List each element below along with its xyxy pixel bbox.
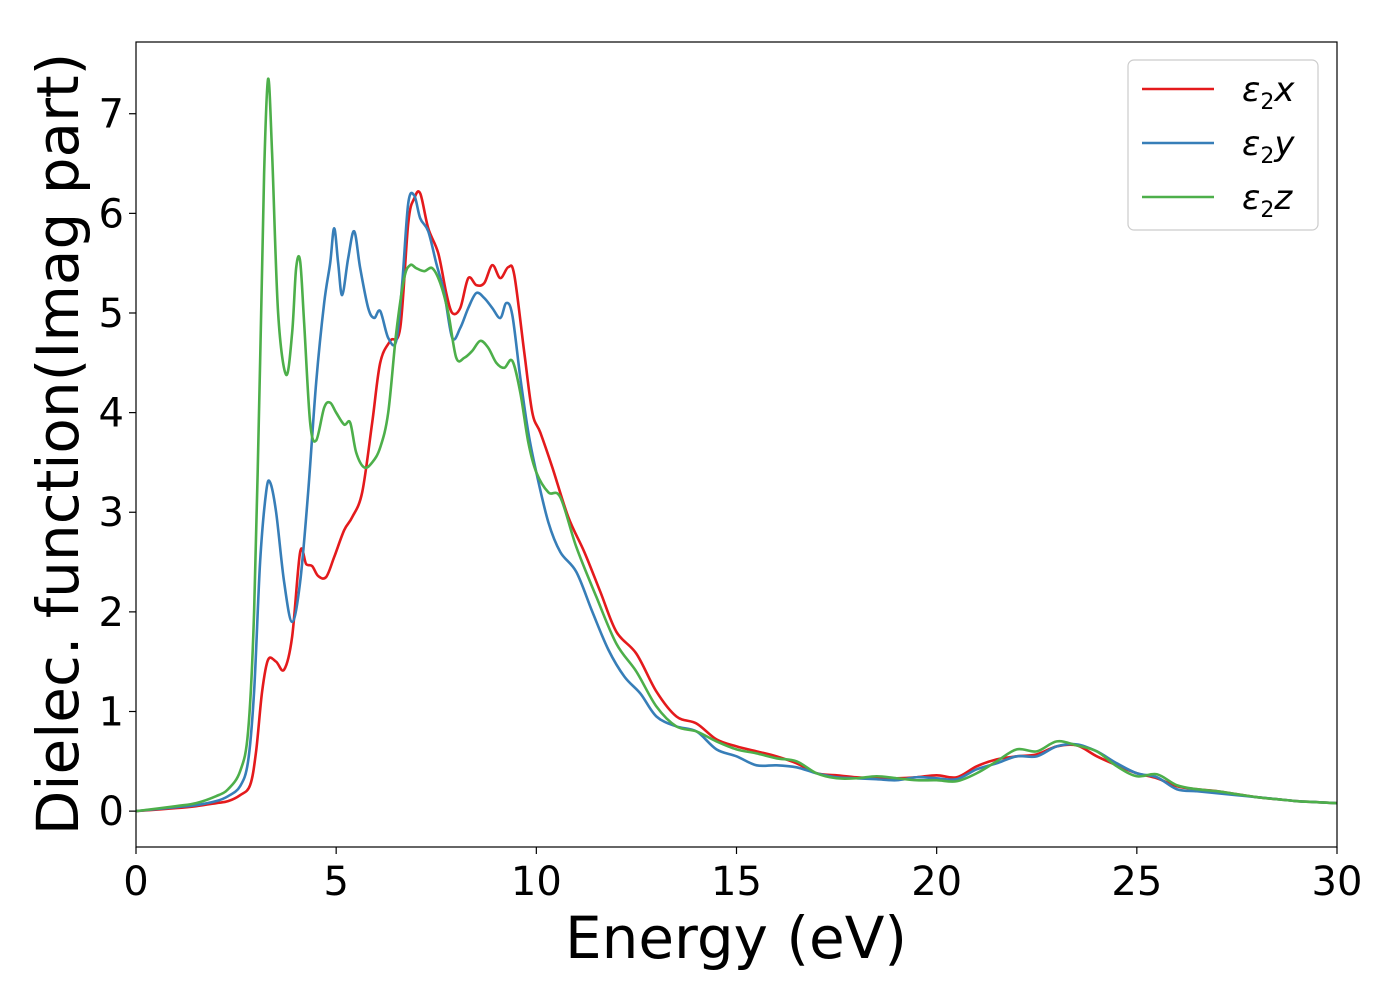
y-tick-label: 2 — [99, 590, 124, 636]
y-tick-label: 3 — [99, 490, 124, 536]
y-tick-label: 0 — [99, 789, 124, 835]
x-tick-label: 5 — [323, 859, 348, 905]
x-axis-label: Energy (eV) — [565, 904, 907, 972]
x-axis: 0 5 10 15 20 25 30 — [123, 847, 1362, 905]
legend-box — [1127, 59, 1319, 231]
y-tick-label: 6 — [99, 191, 124, 237]
plot-area — [136, 77, 1337, 813]
legend-label-z: ε2z — [1242, 178, 1293, 223]
x-tick-label: 20 — [911, 859, 962, 905]
y-axis-label: Dielec. function(Imag part) — [24, 53, 92, 836]
legend: ε2x ε2y ε2z — [1127, 59, 1319, 231]
series-line-z — [136, 77, 1337, 813]
legend-entries: ε2x ε2y ε2z — [1142, 70, 1295, 223]
x-tick-label: 25 — [1111, 859, 1162, 905]
x-tick-label: 0 — [123, 859, 148, 905]
series-line-y — [136, 191, 1337, 813]
y-tick-label: 5 — [99, 291, 124, 337]
legend-label-y: ε2y — [1242, 124, 1295, 169]
y-tick-label: 1 — [99, 690, 124, 736]
legend-label-x: ε2x — [1242, 70, 1295, 115]
y-axis: 0 1 2 3 4 5 6 7 — [99, 92, 136, 835]
y-tick-label: 4 — [99, 391, 124, 437]
y-tick-label: 7 — [99, 92, 124, 138]
x-tick-label: 30 — [1312, 859, 1363, 905]
x-tick-label: 15 — [711, 859, 762, 905]
x-tick-label: 10 — [511, 859, 562, 905]
